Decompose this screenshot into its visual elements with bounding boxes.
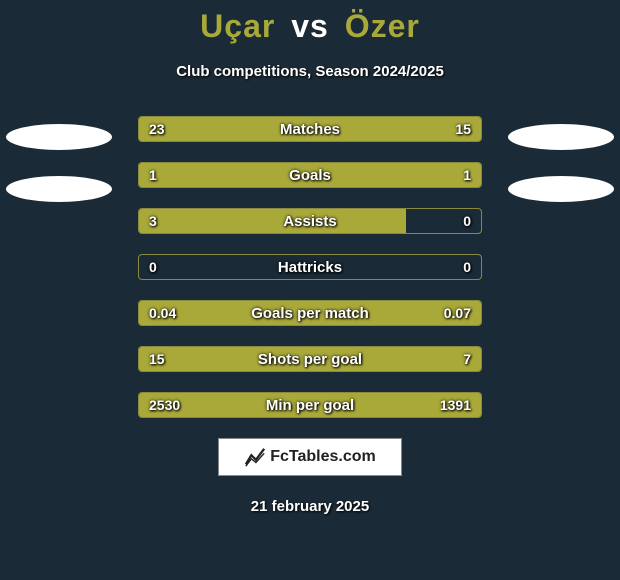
stat-row: 157Shots per goal — [138, 346, 482, 372]
fctables-logo: FcTables.com — [218, 438, 402, 476]
decorative-ellipse — [6, 176, 112, 202]
decorative-ellipse — [6, 124, 112, 150]
generation-date: 21 february 2025 — [0, 498, 620, 515]
stat-row: 0.040.07Goals per match — [138, 300, 482, 326]
stats-container: 2315Matches 11Goals 30Assists 00Hattricks 0.… — [138, 116, 482, 418]
stat-label: Min per goal — [139, 393, 481, 417]
stat-row: 30Assists — [138, 208, 482, 234]
decorative-ellipse — [508, 124, 614, 150]
stat-label: Matches — [139, 117, 481, 141]
stat-label: Goals per match — [139, 301, 481, 325]
stat-row: 00Hattricks — [138, 254, 482, 280]
stat-row: 11Goals — [138, 162, 482, 188]
logo-text: FcTables.com — [270, 448, 376, 466]
stat-label: Goals — [139, 163, 481, 187]
stat-label: Assists — [139, 209, 481, 233]
stat-label: Hattricks — [139, 255, 481, 279]
stat-row: 2315Matches — [138, 116, 482, 142]
player1-name: Uçar — [200, 8, 275, 44]
stat-row: 25301391Min per goal — [138, 392, 482, 418]
player2-name: Özer — [345, 8, 420, 44]
vs-separator: vs — [291, 8, 329, 44]
chart-line-icon — [244, 446, 266, 468]
subtitle: Club competitions, Season 2024/2025 — [0, 63, 620, 80]
comparison-title: Uçar vs Özer — [0, 0, 620, 45]
stat-label: Shots per goal — [139, 347, 481, 371]
decorative-ellipse — [508, 176, 614, 202]
